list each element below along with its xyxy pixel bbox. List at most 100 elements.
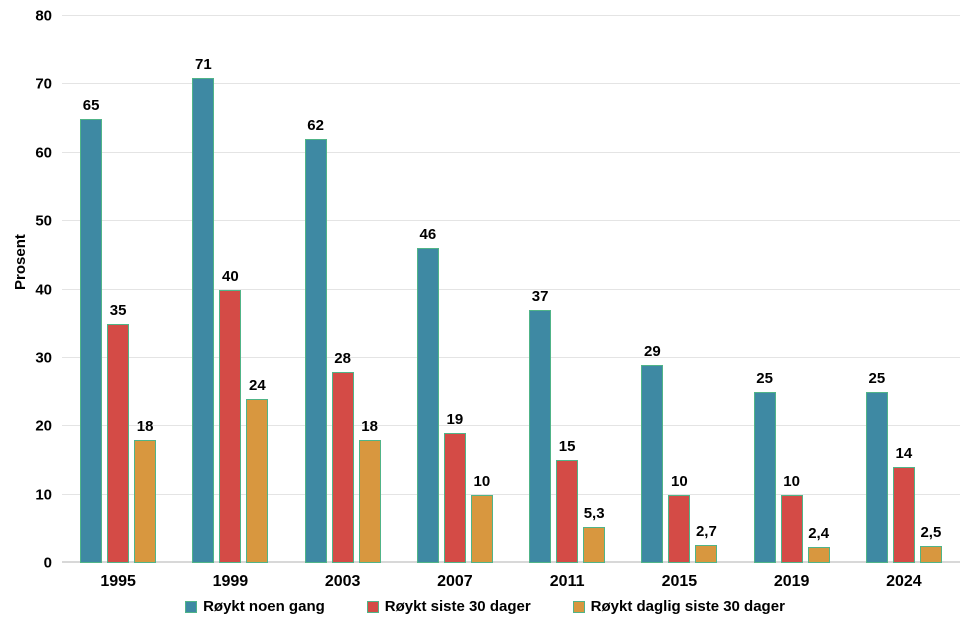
bar-group-1999: 71 40 24 1999 — [192, 16, 269, 590]
bar-groups-container: 65 35 18 1995 71 40 24 1999 62 28 18 2003 46 19 10 2007… — [62, 16, 960, 590]
bar-group-1995: 65 35 18 1995 — [80, 16, 157, 590]
gridline — [62, 83, 960, 85]
bar-slot: 25 — [753, 16, 776, 563]
bar — [443, 433, 466, 563]
bar-slot: 18 — [358, 16, 381, 563]
bar-value-label: 10 — [783, 472, 800, 490]
bar-group-2007: 46 19 10 2007 — [416, 16, 493, 590]
bar-slot: 10 — [470, 16, 493, 563]
bar-value-label: 5,3 — [583, 504, 605, 522]
bar-slot: 65 — [80, 16, 103, 563]
bar — [470, 494, 493, 563]
bar-slot: 62 — [304, 16, 327, 563]
legend-item: Røykt daglig siste 30 dager — [572, 598, 785, 615]
bar — [219, 289, 242, 563]
bar — [331, 371, 354, 563]
bar-slot: 10 — [668, 16, 691, 563]
bar-slot: 37 — [529, 16, 552, 563]
bar-slot: 35 — [107, 16, 130, 563]
bar — [695, 544, 718, 563]
bar-group-2019: 25 10 2,4 2019 — [753, 16, 830, 590]
bar-value-label: 18 — [136, 417, 154, 435]
y-tick-label: 80 — [35, 7, 52, 25]
bar-value-label: 29 — [644, 342, 661, 360]
bar-value-label: 25 — [868, 370, 886, 388]
x-axis-label: 1995 — [100, 573, 136, 590]
bar — [668, 494, 691, 563]
bar — [583, 526, 606, 563]
x-axis-label: 2019 — [773, 573, 810, 590]
bar — [358, 439, 381, 563]
gridline — [62, 220, 960, 222]
x-axis-label: 2015 — [661, 573, 698, 590]
bar — [753, 392, 776, 563]
gridline — [62, 15, 960, 16]
bar-slot: 2,7 — [695, 16, 718, 563]
bar-value-label: 10 — [473, 472, 491, 490]
legend-item: Røykt siste 30 dager — [366, 598, 531, 615]
bar-value-label: 24 — [249, 376, 266, 394]
bar — [780, 494, 803, 563]
bar — [919, 545, 942, 563]
legend-label: Røykt daglig siste 30 dager — [590, 598, 785, 615]
bar-slot: 10 — [780, 16, 803, 563]
gridline — [62, 151, 960, 153]
bar-slot: 40 — [219, 16, 242, 563]
bar — [807, 546, 830, 563]
bar — [304, 139, 327, 563]
bar — [556, 460, 579, 563]
bar-slot: 2,5 — [919, 16, 942, 563]
bar — [641, 364, 664, 563]
bar — [865, 392, 888, 563]
x-axis-label: 2011 — [549, 573, 585, 590]
bar — [529, 310, 552, 563]
y-tick-label: 10 — [35, 486, 52, 504]
legend-label: Røykt siste 30 dager — [384, 598, 531, 615]
bar-slot: 28 — [331, 16, 354, 563]
bar-value-label: 71 — [195, 55, 212, 73]
bar-slot: 5,3 — [583, 16, 606, 563]
bar-value-label: 37 — [531, 288, 549, 306]
gridline — [62, 493, 960, 495]
bar-value-label: 2,7 — [695, 522, 717, 540]
bar-slot: 24 — [246, 16, 269, 563]
x-axis-label: 2024 — [886, 573, 922, 590]
bar-slot: 71 — [192, 16, 215, 563]
y-tick-label: 70 — [35, 75, 52, 93]
bar-slot: 18 — [134, 16, 157, 563]
bar-slot: 2,4 — [807, 16, 830, 563]
plot-area: 65 35 18 1995 71 40 24 1999 62 28 18 2003 46 19 10 2007… — [62, 15, 960, 590]
bar-slot: 14 — [892, 16, 915, 563]
x-axis-line — [62, 561, 960, 563]
bar — [107, 323, 130, 563]
bar-slot: 46 — [416, 16, 439, 563]
y-tick-label: 50 — [35, 212, 52, 230]
bar — [246, 398, 269, 563]
legend-swatch-icon — [366, 600, 379, 613]
y-tick-label: 0 — [43, 554, 52, 572]
x-axis-label: 1999 — [212, 573, 249, 590]
bar — [134, 439, 157, 563]
legend-swatch-icon — [185, 600, 198, 613]
y-tick-label: 30 — [35, 349, 52, 367]
bar-value-label: 35 — [109, 301, 127, 319]
x-axis-label: 2003 — [324, 573, 361, 590]
bar-value-label: 2,4 — [808, 524, 830, 542]
legend: Røykt noen gang Røykt siste 30 dager Røykt… — [0, 598, 970, 615]
x-axis-label: 2007 — [437, 573, 473, 590]
legend-swatch-icon — [572, 600, 585, 613]
bar-value-label: 46 — [419, 226, 437, 244]
bar-value-label: 25 — [756, 370, 773, 388]
bar-value-label: 15 — [558, 438, 576, 456]
legend-label: Røykt noen gang — [203, 598, 325, 615]
bar — [192, 77, 215, 563]
bar — [416, 248, 439, 563]
bar-group-2003: 62 28 18 2003 — [304, 16, 381, 590]
bar-value-label: 14 — [895, 445, 913, 463]
bar-value-label: 18 — [361, 417, 378, 435]
bar-value-label: 2,5 — [920, 523, 942, 541]
gridline — [62, 356, 960, 358]
bar-value-label: 40 — [222, 267, 239, 285]
bar — [80, 118, 103, 563]
